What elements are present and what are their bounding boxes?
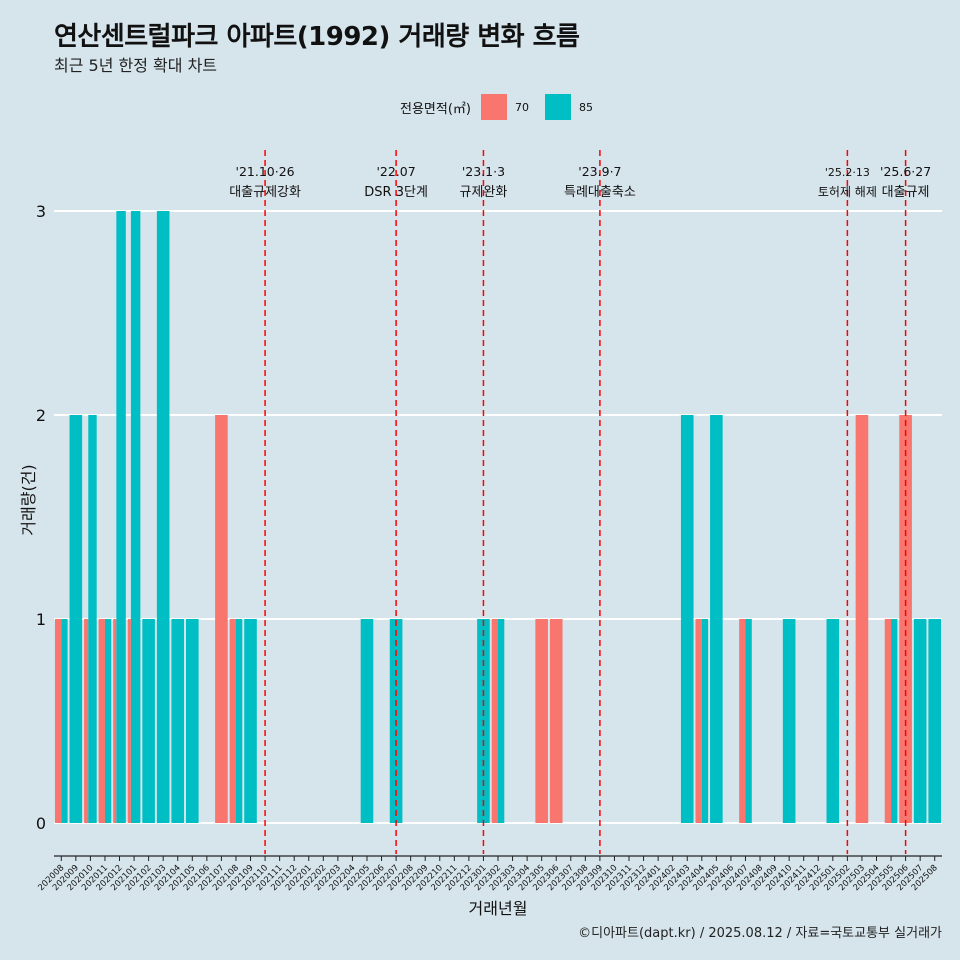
event-date-3: '23.9·7 [578, 164, 621, 179]
bar-85-202508 [928, 619, 942, 823]
event-label-0: 대출규제강화 [229, 185, 301, 200]
bar-85-202109 [244, 619, 257, 823]
bar-70-202505 [884, 619, 892, 823]
bar-70-202506 [899, 415, 912, 823]
bar-85-202102 [142, 619, 155, 823]
y-tick-label-2: 2 [36, 406, 46, 425]
bar-70-202101 [127, 619, 131, 823]
event-label-3: 특례대출축소 [564, 185, 636, 200]
event-date-5: '25.6·27 [880, 164, 931, 179]
legend-swatch-85 [544, 94, 571, 120]
event-date-0: '21.10·26 [236, 164, 295, 179]
bar-85-202404 [701, 619, 709, 823]
bar-85-202405 [710, 415, 723, 823]
bar-85-202105 [185, 619, 199, 823]
bar-85-202101 [130, 211, 141, 823]
bar-85-202012 [116, 211, 126, 823]
bar-70-202302 [491, 619, 498, 823]
bar-70-202305 [535, 619, 548, 823]
bar-70-202407 [739, 619, 746, 823]
event-label-4: 토허제 해제 [818, 185, 877, 199]
bar-85-202403 [680, 415, 694, 823]
source-caption: ©디아파트(dapt.kr) / 2025.08.12 / 자료=국토교통부 실… [578, 926, 942, 941]
bar-70-202404 [695, 619, 702, 823]
legend-item-70: 70 [480, 94, 537, 120]
bar-85-202108 [235, 619, 243, 823]
bar-70-202108 [229, 619, 236, 823]
bar-85-202507 [913, 619, 927, 823]
y-axis-title: 거래량(건) [19, 464, 38, 535]
chart-subtitle: 최근 5년 한정 확대 차트 [54, 56, 218, 75]
bar-85-202302 [498, 619, 505, 823]
bar-70-202012 [113, 619, 117, 823]
legend-swatch-70 [480, 94, 507, 120]
x-axis-title: 거래년월 [469, 899, 528, 918]
bar-70-202107 [215, 415, 228, 823]
bar-85-202505 [891, 619, 898, 823]
y-tick-label-3: 3 [36, 202, 46, 221]
bar-70-202008 [54, 619, 62, 823]
y-tick-label-0: 0 [36, 814, 46, 833]
bar-85-202009 [69, 415, 83, 823]
legend-title: 전용면적(㎡) [400, 101, 471, 117]
bar-70-202503 [855, 415, 869, 823]
event-label-1: DSR 3단계 [364, 185, 428, 200]
event-date-1: '22.07 [376, 164, 415, 179]
bar-85-202410 [782, 619, 796, 823]
event-date-2: '23.1·3 [462, 164, 505, 179]
legend: 전용면적(㎡) 70 85 [400, 93, 609, 121]
bar-70-202306 [549, 619, 563, 823]
bar-85-202205 [360, 619, 374, 823]
bar-85-202103 [156, 211, 170, 823]
bar-70-202010 [84, 619, 89, 823]
bar-85-202010 [88, 415, 97, 823]
y-tick-label-1: 1 [36, 610, 46, 629]
legend-label-85: 85 [578, 100, 593, 114]
bar-85-202008 [61, 619, 68, 823]
bar-85-202501 [826, 619, 840, 823]
bar-85-202011 [104, 619, 112, 823]
event-label-5: 대출규제 [882, 185, 930, 200]
legend-item-85: 85 [544, 94, 601, 120]
bar-70-202011 [98, 619, 105, 823]
legend-label-70: 70 [514, 100, 529, 114]
bar-85-202407 [745, 619, 752, 823]
bar-85-202104 [171, 619, 185, 823]
event-label-2: 규제완화 [460, 185, 508, 200]
event-date-4: '25.2·13 [825, 166, 870, 179]
chart-title: 연산센트럴파크 아파트(1992) 거래량 변화 흐름 [54, 22, 580, 52]
